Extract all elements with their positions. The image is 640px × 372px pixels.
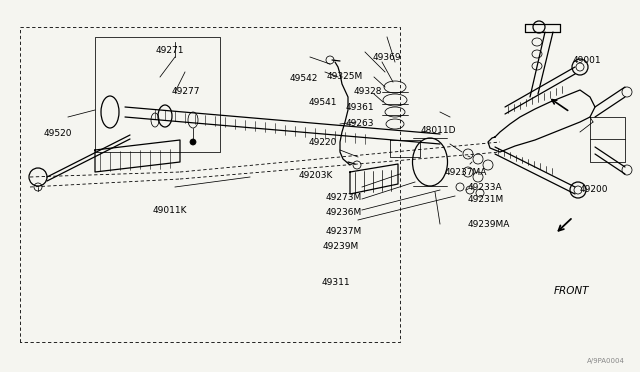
Text: 49203K: 49203K	[298, 171, 333, 180]
Circle shape	[190, 139, 196, 145]
Text: 49311: 49311	[322, 278, 350, 287]
Text: 49237MA: 49237MA	[445, 169, 487, 177]
Text: 49236M: 49236M	[325, 208, 362, 217]
Text: 49001: 49001	[573, 56, 602, 65]
Text: 49231M: 49231M	[467, 195, 504, 203]
Text: 49233A: 49233A	[467, 183, 502, 192]
Text: 48011D: 48011D	[420, 126, 456, 135]
Text: 49369: 49369	[373, 53, 401, 62]
Text: A/9PA0004: A/9PA0004	[587, 358, 625, 364]
Text: 49011K: 49011K	[152, 206, 187, 215]
Text: 49361: 49361	[346, 103, 374, 112]
Text: 49239M: 49239M	[322, 242, 358, 251]
Text: 49542: 49542	[290, 74, 318, 83]
Text: FRONT: FRONT	[554, 286, 589, 296]
Text: 49328: 49328	[353, 87, 382, 96]
Text: 49273M: 49273M	[325, 193, 362, 202]
Text: 49263: 49263	[346, 119, 374, 128]
Text: 49200: 49200	[579, 185, 608, 194]
Text: 49520: 49520	[44, 129, 72, 138]
Text: 49271: 49271	[156, 46, 184, 55]
Text: 49277: 49277	[172, 87, 200, 96]
Text: 49220: 49220	[309, 138, 337, 147]
Text: 49239MA: 49239MA	[467, 220, 509, 229]
Text: 49325M: 49325M	[326, 72, 363, 81]
Text: 49237M: 49237M	[325, 227, 362, 236]
Text: 49541: 49541	[309, 98, 337, 107]
